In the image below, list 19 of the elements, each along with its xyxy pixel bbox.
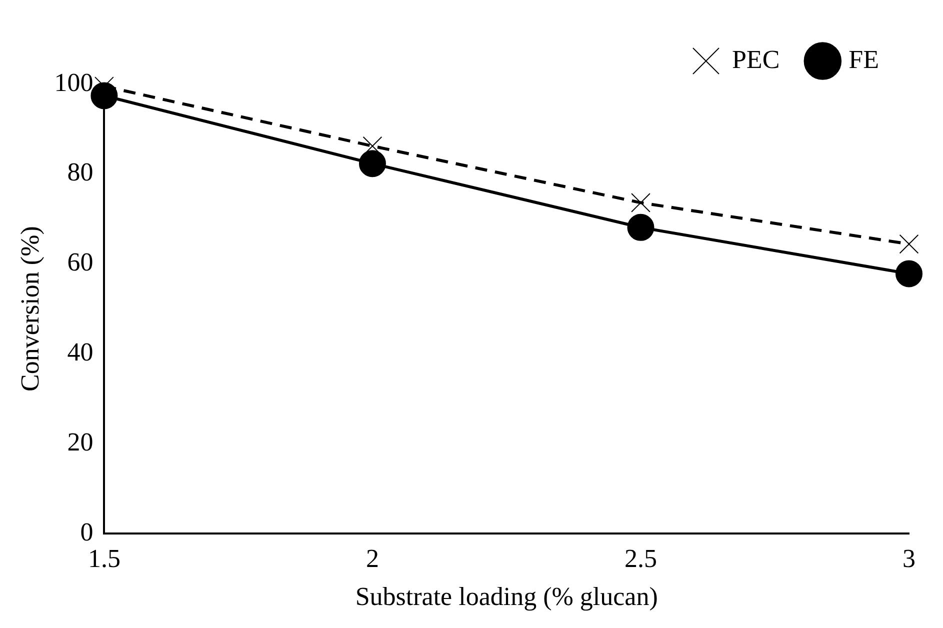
x-tick-label: 3: [902, 544, 916, 574]
y-axis-title: Conversion (%): [15, 226, 44, 392]
point: [627, 214, 654, 241]
y-tick-label: 80: [67, 158, 94, 187]
y-tick-label: 0: [80, 517, 94, 546]
point: [899, 234, 919, 254]
y-tick-label: 60: [67, 248, 94, 277]
y-tick-label: 40: [67, 338, 94, 367]
legend-label: FE: [848, 44, 879, 74]
y-tick-label: 20: [67, 428, 94, 457]
x-tick-label: 1.5: [88, 544, 120, 574]
x-tick-label: 2.5: [624, 544, 657, 574]
y-tick-label: 100: [54, 68, 94, 97]
point: [896, 260, 922, 288]
x-tick-label: 2: [366, 544, 379, 574]
x-axis-title: Substrate loading (% glucan): [355, 582, 658, 612]
legend-label: PEC: [732, 44, 780, 74]
point: [631, 193, 650, 212]
point: [358, 150, 386, 178]
